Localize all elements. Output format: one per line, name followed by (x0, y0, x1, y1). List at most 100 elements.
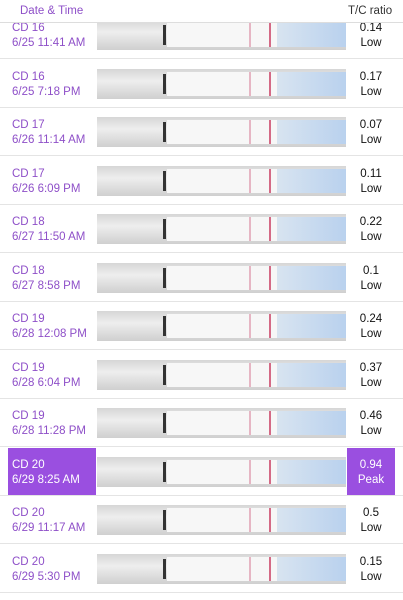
strip-part (167, 508, 277, 532)
log-row[interactable]: CD 19 6/28 12:08 PM 0.24 Low (0, 302, 403, 350)
log-row[interactable]: CD 18 6/27 8:58 PM 0.1 Low (0, 254, 403, 302)
date-cell: CD 20 6/29 8:25 AM (8, 447, 96, 495)
date-cell: CD 19 6/28 11:28 PM (8, 399, 96, 446)
date-time: 6/27 8:58 PM (12, 279, 81, 292)
strip-part (277, 362, 346, 387)
strip-part (167, 314, 277, 338)
log-row[interactable]: CD 20 6/29 11:17 AM 0.5 Low (0, 496, 403, 544)
log-row[interactable]: CD 17 6/26 11:14 AM 0.07 Low (0, 108, 403, 156)
ratio-cell: 0.11 Low (347, 157, 395, 204)
strip-part (277, 508, 346, 532)
strip-part (269, 265, 271, 290)
strip-part (249, 168, 251, 193)
ratio-value: 0.37 (359, 361, 383, 374)
strip-part (167, 168, 277, 193)
strip-part (269, 120, 271, 144)
level: Low (360, 182, 382, 195)
date-time: 6/25 11:41 AM (12, 37, 86, 49)
cycle-day: CD 16 (12, 70, 45, 83)
strip-part (269, 362, 271, 387)
log-row[interactable]: CD 18 6/27 11:50 AM 0.22 Low (0, 205, 403, 253)
strip-part (269, 508, 271, 532)
ratio-value: 0.22 (359, 216, 383, 228)
log-row[interactable]: CD 16 6/25 11:41 AM 0.14 Low (0, 11, 403, 59)
log-row[interactable]: CD 16 6/25 7:18 PM 0.17 Low (0, 60, 403, 108)
log-row[interactable]: CD 19 6/28 6:04 PM 0.37 Low (0, 351, 403, 399)
log-row[interactable]: CD 17 6/26 6:09 PM 0.11 Low (0, 157, 403, 205)
ratio-cell: 0.15 Low (347, 545, 395, 592)
strip-part (249, 71, 251, 96)
strip-part (269, 71, 271, 96)
strip-part (163, 25, 166, 45)
date-cell: CD 18 6/27 11:50 AM (8, 205, 96, 252)
strip-part (269, 314, 271, 338)
test-strip-photo (97, 408, 346, 438)
strip-part (249, 314, 251, 338)
level: Low (360, 425, 382, 437)
strip-part (277, 314, 346, 338)
strip-part (167, 362, 277, 387)
strip-part (249, 23, 251, 47)
date-time-header: Date & Time (20, 5, 84, 17)
ratio-value: 0.24 (359, 313, 383, 325)
ratio-cell: 0.46 Low (347, 399, 395, 446)
strip-part (167, 71, 277, 96)
log-row[interactable]: CD 20 6/29 8:25 AM 0.94 Peak (0, 447, 403, 496)
strip-part (269, 23, 271, 47)
strip-part (163, 316, 166, 336)
strip-part (249, 556, 251, 581)
log-row[interactable]: CD 20 6/29 5:30 PM 0.15 Low (0, 545, 403, 593)
strip-part (277, 217, 346, 241)
strip-part (269, 217, 271, 241)
ratio-header: T/C ratio (348, 5, 393, 17)
ratio-cell: 0.37 Low (347, 351, 395, 398)
strip-part (249, 120, 251, 144)
ratio-value: 0.46 (359, 410, 383, 422)
strip-part (269, 411, 271, 435)
date-time: 6/28 12:08 PM (12, 328, 87, 340)
cycle-day: CD 18 (12, 216, 45, 228)
strip-part (167, 459, 277, 484)
date-time: 6/29 8:25 AM (12, 473, 80, 486)
test-strip-photo (97, 505, 346, 535)
cycle-day: CD 20 (12, 555, 45, 568)
strip-part (167, 217, 277, 241)
cycle-day: CD 19 (12, 361, 45, 374)
date-time: 6/26 11:14 AM (12, 134, 86, 146)
ratio-cell: 0.22 Low (347, 205, 395, 252)
ratio-cell: 0.94 Peak (347, 447, 395, 495)
test-strip-photo (97, 311, 346, 341)
ratio-cell: 0.24 Low (347, 302, 395, 349)
test-strip-photo (97, 68, 346, 99)
test-strip-photo (97, 214, 346, 244)
strip-part (277, 459, 346, 484)
test-strip-photo (97, 359, 346, 390)
strip-part (249, 217, 251, 241)
ratio-value: 0.11 (360, 167, 382, 180)
strip-part (277, 556, 346, 581)
header: Date & Time T/C ratio (0, 0, 403, 23)
strip-part (249, 362, 251, 387)
cycle-day: CD 19 (12, 410, 45, 422)
strip-part (167, 120, 277, 144)
test-strip-photo (97, 117, 346, 147)
ratio-cell: 0.14 Low (347, 11, 395, 58)
strip-part (277, 71, 346, 96)
ratio-cell: 0.1 Low (347, 254, 395, 301)
ratio-cell: 0.5 Low (347, 496, 395, 543)
date-cell: CD 19 6/28 12:08 PM (8, 302, 96, 349)
date-cell: CD 16 6/25 11:41 AM (8, 11, 96, 58)
strip-part (249, 459, 251, 484)
log-row[interactable]: CD 19 6/28 11:28 PM 0.46 Low (0, 399, 403, 447)
ratio-value: 0.07 (359, 119, 383, 131)
date-time: 6/28 6:04 PM (12, 376, 81, 389)
strip-part (269, 459, 271, 484)
strip-part (167, 556, 277, 581)
strip-part (277, 411, 346, 435)
strip-part (277, 265, 346, 290)
ratio-value: 0.5 (363, 507, 379, 519)
strip-part (163, 461, 166, 482)
strip-part (163, 413, 166, 433)
test-strip-photo (97, 553, 346, 584)
date-cell: CD 16 6/25 7:18 PM (8, 60, 96, 107)
